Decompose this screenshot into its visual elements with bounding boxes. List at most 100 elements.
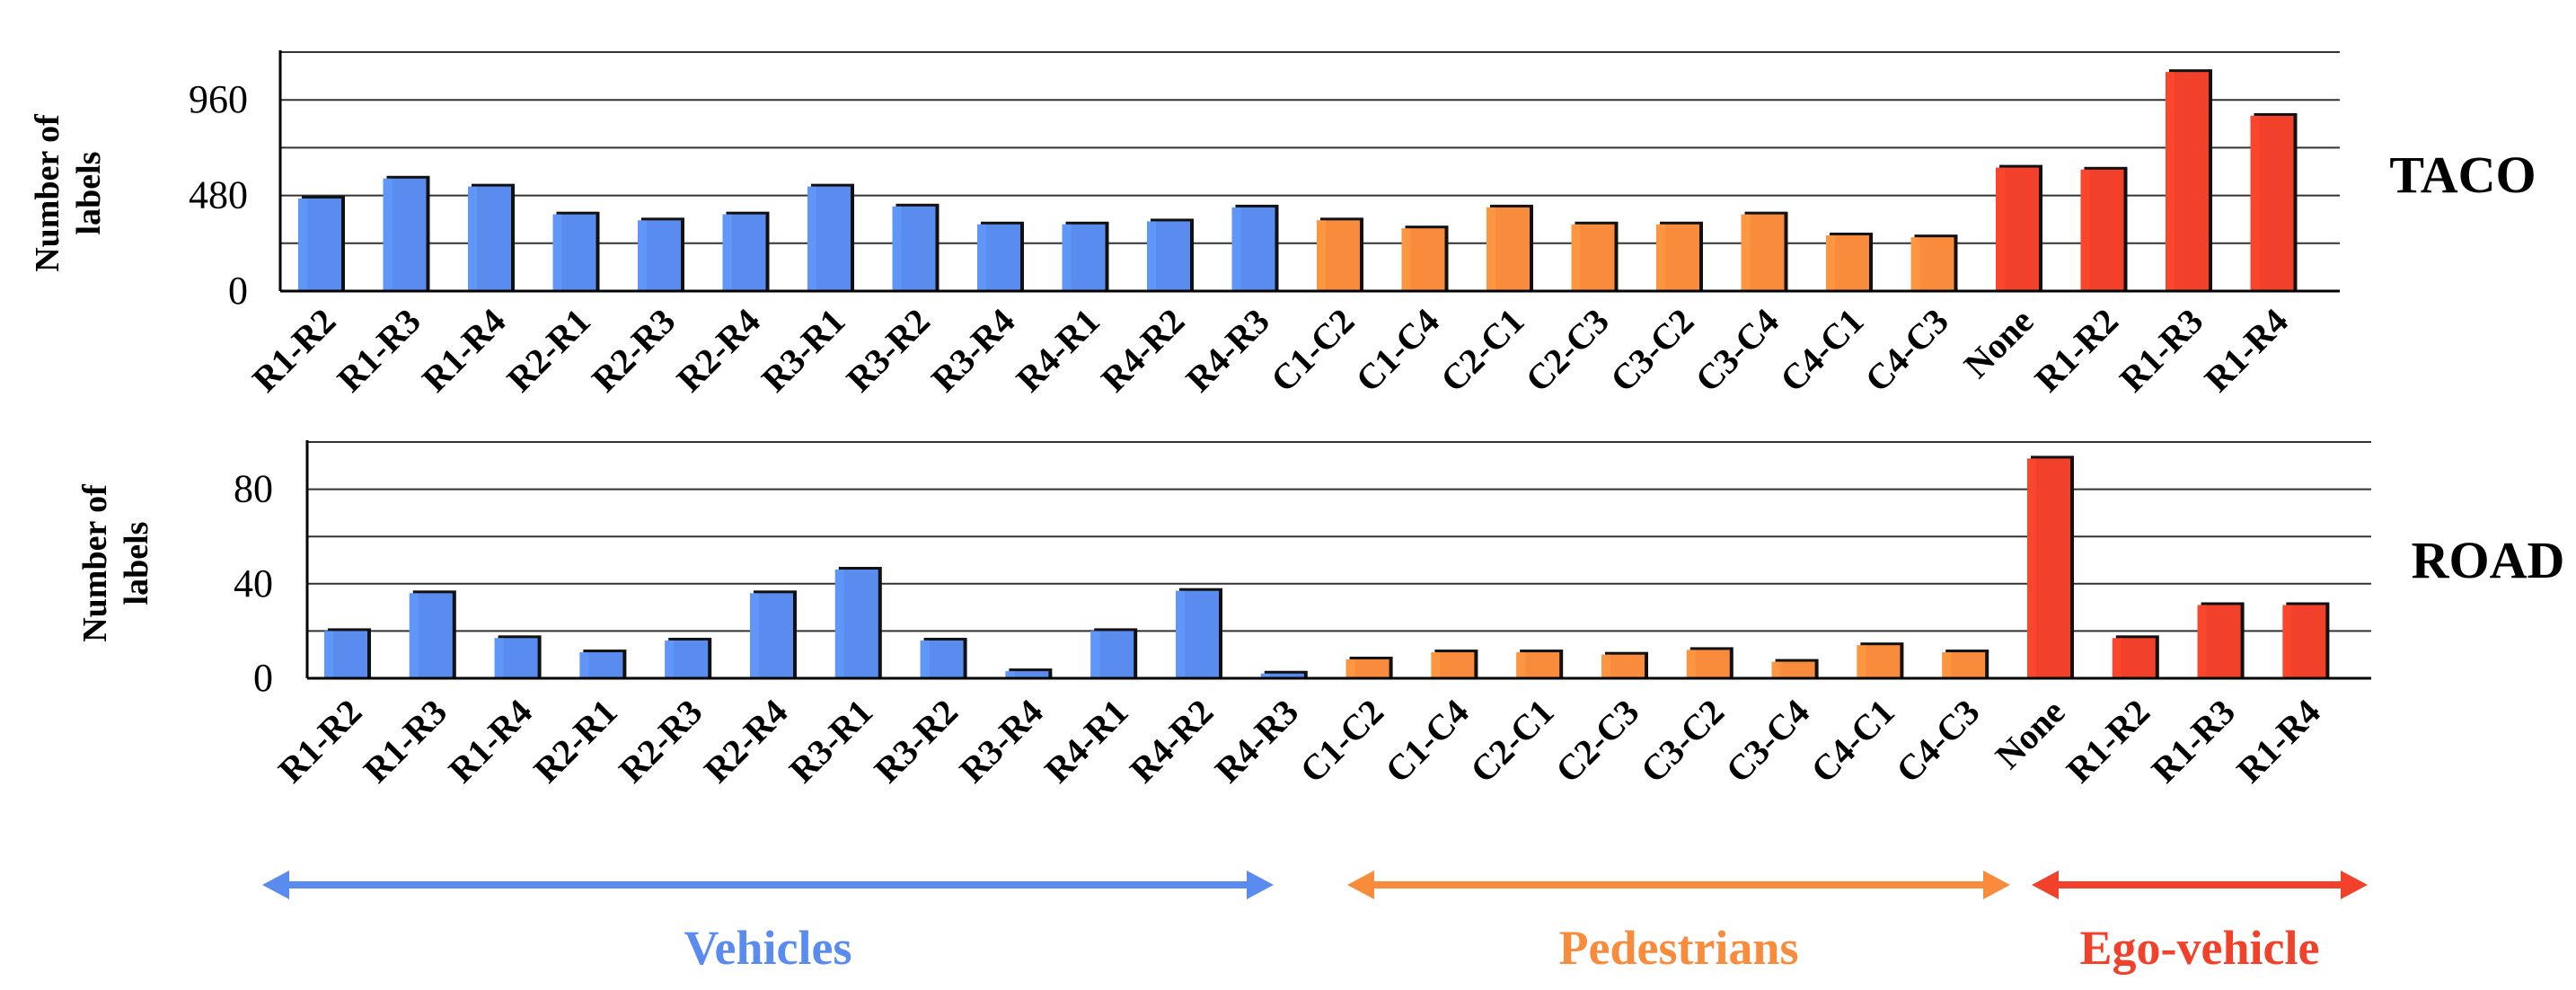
x-tick-label: R2-R4 — [696, 692, 795, 791]
x-tick-label: R2-R1 — [525, 692, 624, 791]
y-axis-label-line: labels — [70, 152, 108, 235]
bar-highlight — [834, 570, 844, 678]
bar-highlight — [1942, 652, 1952, 678]
x-tick-label: R2-R3 — [584, 301, 683, 400]
bar-highlight — [1601, 654, 1610, 678]
bar-highlight — [1910, 237, 1920, 291]
arrow-head-right — [1247, 871, 1274, 899]
group-arrow-ego-vehicle: Ego-vehicle — [2032, 871, 2368, 975]
bar-highlight — [2080, 169, 2090, 291]
x-tick-label: R1-R3 — [2144, 692, 2243, 791]
bar-highlight — [298, 198, 307, 291]
bar-highlight — [892, 206, 902, 291]
x-tick-label: R1-R3 — [2112, 301, 2210, 400]
group-label: Ego-vehicle — [2080, 921, 2320, 975]
bar-highlight — [1996, 167, 2005, 291]
bar-highlight — [2027, 458, 2036, 678]
x-tick-label: R4-R3 — [1178, 301, 1276, 400]
bar-highlight — [468, 186, 477, 291]
bar-highlight — [1571, 224, 1581, 291]
bar — [1005, 671, 1049, 678]
bar-highlight — [977, 224, 986, 291]
bar-highlight — [1516, 652, 1526, 678]
bar — [1345, 659, 1389, 678]
x-tick-label: R4-R1 — [1008, 301, 1107, 400]
dataset-label: TACO — [2389, 146, 2536, 204]
x-tick-label: R1-R4 — [2196, 301, 2295, 400]
x-tick-label: R1-R2 — [2059, 692, 2157, 791]
bar-highlight — [1231, 207, 1241, 291]
arrow-head-right — [1983, 871, 2010, 899]
x-tick-label: C2-C3 — [1548, 692, 1646, 791]
group-arrow-pedestrians: Pedestrians — [1347, 871, 2010, 975]
x-tick-label: R1-R2 — [270, 692, 369, 791]
y-tick-label: 960 — [189, 77, 248, 121]
x-tick-label: C1-C4 — [1347, 301, 1446, 400]
bar-highlight — [1005, 671, 1015, 678]
bar-highlight — [409, 593, 419, 678]
bar — [1771, 661, 1815, 678]
x-tick-label: C2-C3 — [1517, 301, 1616, 400]
bar-highlight — [2250, 115, 2260, 291]
x-tick-label: R3-R4 — [923, 301, 1022, 400]
x-tick-label: R1-R3 — [356, 692, 454, 791]
y-axis-label-line: Number of — [29, 113, 66, 272]
bar-highlight — [1062, 224, 1072, 291]
bar-highlight — [750, 593, 759, 678]
bar-highlight — [324, 631, 333, 678]
x-tick-label: R1-R4 — [414, 301, 513, 400]
x-tick-label: R3-R2 — [838, 301, 937, 400]
x-tick-label: R4-R1 — [1037, 692, 1135, 791]
bar-highlight — [494, 638, 504, 678]
group-legend: Vehicles Pedestrians Ego-vehicle — [262, 871, 2368, 975]
x-tick-label: C1-C4 — [1377, 692, 1476, 791]
x-tick-label: C4-C3 — [1857, 301, 1955, 400]
x-tick-label: R1-R4 — [2228, 692, 2327, 791]
x-tick-label: R1-R3 — [329, 301, 428, 400]
x-tick-label: C3-C2 — [1633, 692, 1732, 791]
x-tick-label: R3-R1 — [781, 692, 880, 791]
arrow-head-right — [2341, 871, 2368, 899]
x-tick-label: C3-C4 — [1687, 301, 1786, 400]
x-tick-label: R3-R1 — [754, 301, 852, 400]
y-tick-label: 0 — [228, 269, 248, 313]
bar-highlight — [1090, 631, 1100, 678]
bar-highlight — [383, 178, 393, 291]
bar-highlight — [1686, 650, 1696, 678]
y-tick-label: 480 — [189, 173, 248, 217]
bar-highlight — [1401, 228, 1411, 291]
bar-highlight — [638, 220, 647, 291]
group-arrow-vehicles: Vehicles — [262, 871, 1274, 975]
x-tick-label: C2-C1 — [1433, 301, 1531, 400]
y-axis-label-line: Number of — [76, 483, 114, 642]
arrow-head-left — [1347, 871, 1374, 899]
x-tick-label: R4-R2 — [1093, 301, 1192, 400]
bar-highlight — [1345, 659, 1355, 678]
x-tick-label: C2-C1 — [1462, 692, 1561, 791]
dataset-label: ROAD — [2412, 531, 2565, 589]
x-tick-label: C4-C1 — [1803, 692, 1901, 791]
x-tick-label: R1-R4 — [441, 692, 540, 791]
bar-highlight — [1857, 645, 1866, 678]
bar-highlight — [722, 214, 732, 291]
x-tick-label: C3-C4 — [1718, 692, 1817, 791]
y-tick-label: 40 — [234, 561, 273, 605]
x-tick-label: R4-R2 — [1122, 692, 1221, 791]
group-label: Pedestrians — [1559, 921, 1799, 975]
x-tick-label: R1-R2 — [2026, 301, 2125, 400]
bar-highlight — [665, 640, 675, 678]
bar-highlight — [552, 214, 562, 291]
bar-highlight — [1431, 652, 1441, 678]
bar-highlight — [1486, 207, 1495, 291]
x-tick-label: R3-R2 — [867, 692, 966, 791]
bar-highlight — [2112, 638, 2122, 678]
bar-highlight — [1317, 220, 1326, 291]
bar-highlight — [2166, 72, 2175, 292]
y-axis-label-line: labels — [118, 522, 155, 605]
x-tick-label: R1-R2 — [244, 301, 343, 400]
x-tick-label: C4-C3 — [1888, 692, 1987, 791]
bar-highlight — [1741, 214, 1751, 291]
bar-highlight — [1771, 661, 1781, 678]
